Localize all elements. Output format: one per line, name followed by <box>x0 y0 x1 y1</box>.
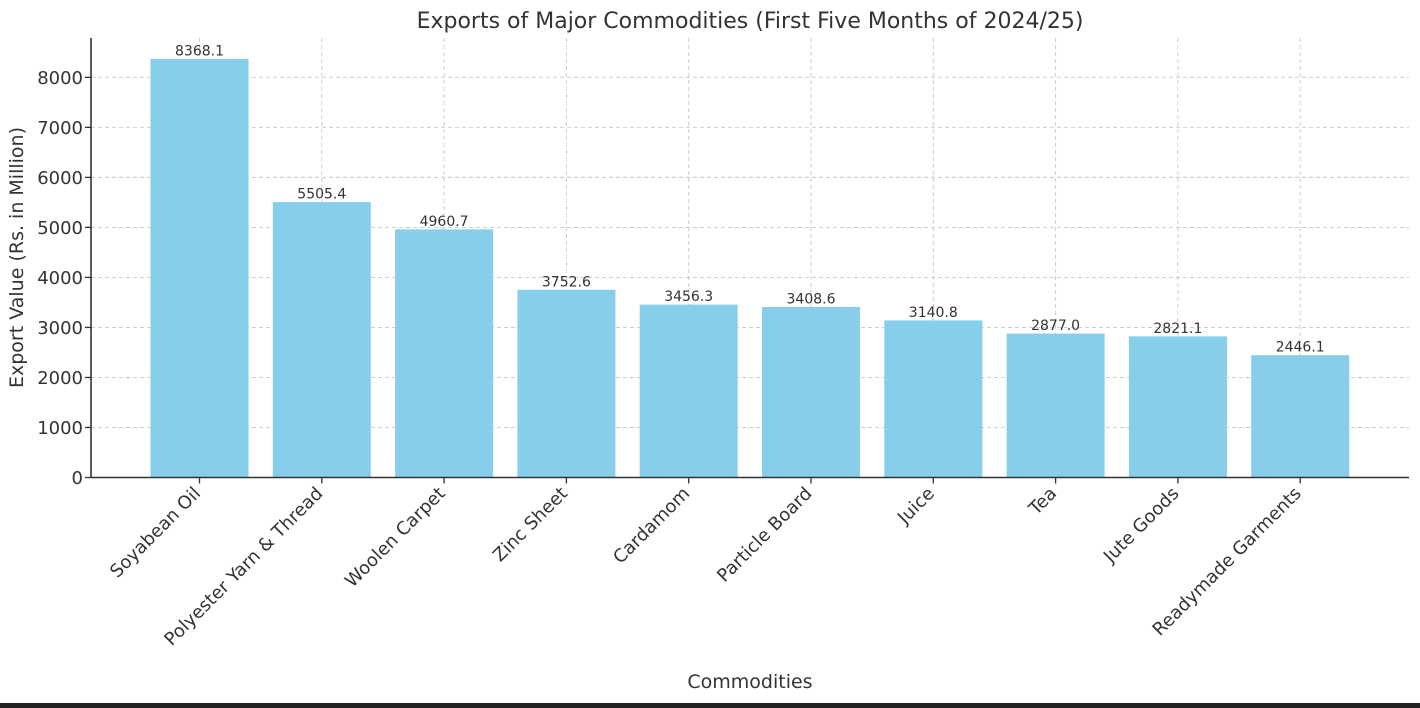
value-label: 3140.8 <box>909 305 958 321</box>
x-axis-label: Commodities <box>687 671 812 693</box>
bar <box>517 289 616 478</box>
x-tick-label: Zinc Sheet <box>489 483 572 566</box>
bar <box>150 58 249 478</box>
y-tick-label: 0 <box>72 468 83 489</box>
x-tick-label: Tea <box>1024 483 1061 520</box>
y-ticks: 0 1000 2000 3000 4000 5000 6000 7000 8000 <box>37 68 91 489</box>
chart-title: Exports of Major Commodities (First Five… <box>417 9 1084 34</box>
bottom-band <box>0 703 1420 708</box>
value-label: 3752.6 <box>542 274 591 290</box>
y-tick-label: 3000 <box>37 318 83 339</box>
y-tick-label: 8000 <box>37 68 83 89</box>
y-axis-label: Export Value (Rs. in Million) <box>6 127 28 388</box>
x-tick-label: Cardamom <box>609 483 694 568</box>
bar <box>884 320 983 478</box>
x-tick-label: Juice <box>893 483 939 529</box>
bar <box>639 304 738 478</box>
y-tick-label: 2000 <box>37 368 83 389</box>
x-tick-label: Particle Board <box>713 483 816 586</box>
value-label: 2877.0 <box>1031 318 1080 334</box>
bar <box>272 202 371 478</box>
value-label: 5505.4 <box>297 187 346 203</box>
axes <box>90 38 1409 479</box>
y-tick-label: 1000 <box>37 418 83 439</box>
y-tick-label: 4000 <box>37 268 83 289</box>
value-label: 4960.7 <box>420 214 469 230</box>
y-tick-label: 5000 <box>37 218 83 239</box>
x-tick-label: Jute Goods <box>1099 483 1183 567</box>
bar <box>395 229 494 478</box>
x-tick-label: Soyabean Oil <box>106 483 205 582</box>
y-tick-label: 6000 <box>37 168 83 189</box>
bar <box>1251 355 1350 478</box>
y-tick-label: 7000 <box>37 118 83 139</box>
value-label: 3456.3 <box>664 289 713 305</box>
value-label: 3408.6 <box>787 292 836 308</box>
value-label: 2821.1 <box>1153 321 1202 337</box>
bar <box>762 307 860 478</box>
value-label: 2446.1 <box>1276 340 1325 356</box>
x-tick-label: Woolen Carpet <box>341 483 450 592</box>
bar <box>1006 333 1105 478</box>
value-label: 8368.1 <box>175 43 224 59</box>
bar <box>1128 336 1227 478</box>
bars <box>150 58 1350 478</box>
value-labels: 8368.1 5505.4 4960.7 3752.6 3456.3 3408.6 3140… <box>175 43 1325 355</box>
